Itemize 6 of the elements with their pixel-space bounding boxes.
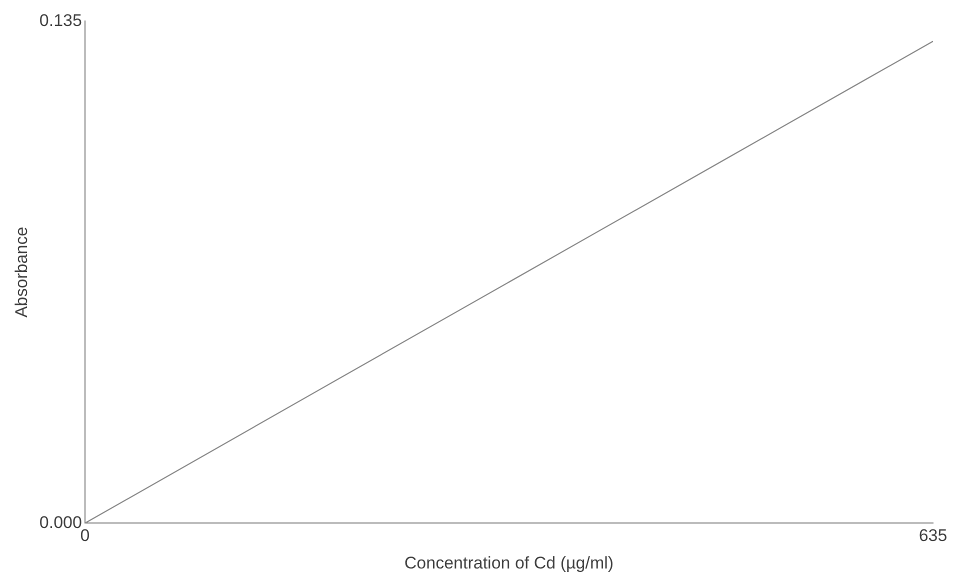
x-tick-label: 635	[918, 526, 948, 546]
x-tick-label: 0	[80, 526, 90, 546]
y-tick-label: 0.000	[39, 512, 82, 532]
y-tick-label: 0.135	[39, 10, 82, 30]
y-axis-title: Absorbance	[12, 226, 31, 318]
x-axis-title: Concentration of Cd (µg/ml)	[404, 553, 614, 572]
